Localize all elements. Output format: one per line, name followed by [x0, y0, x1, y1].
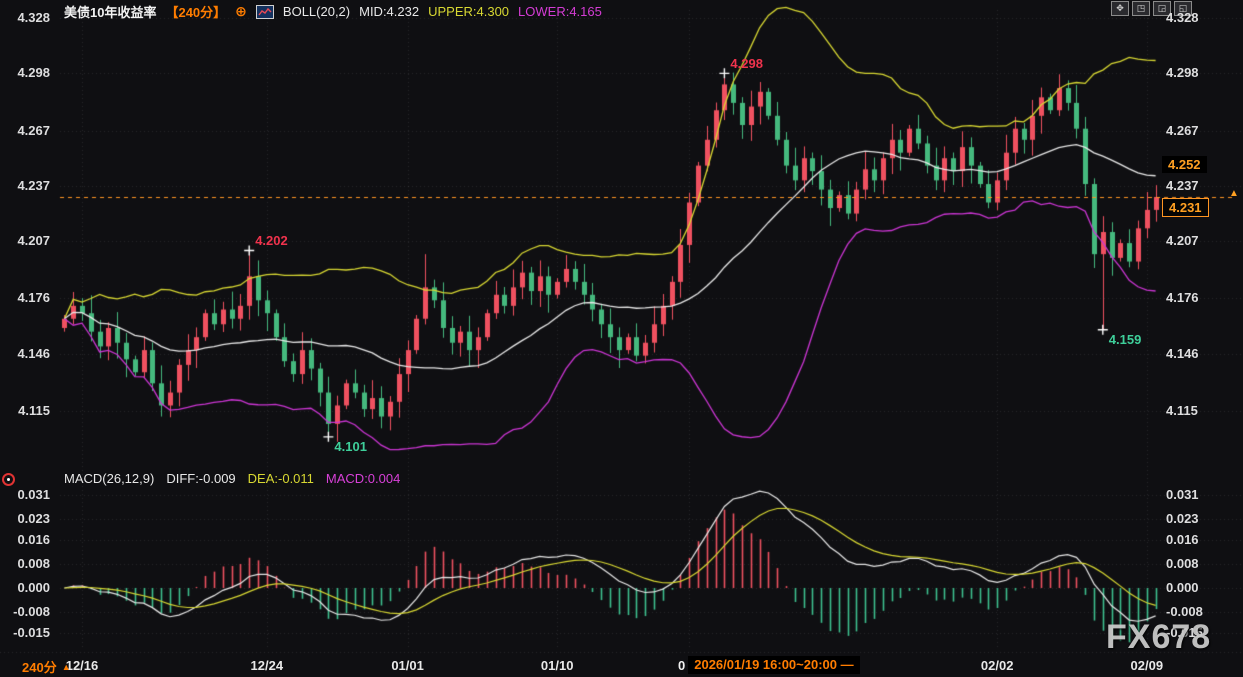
macd-header: MACD(26,12,9) DIFF:-0.009 DEA:-0.011 MAC… — [64, 471, 400, 486]
pan-move-icon[interactable]: ✥ — [1111, 1, 1129, 16]
macd-tick-label-right: 0.000 — [1166, 580, 1199, 596]
macd-tick-label-left: 0.016 — [0, 532, 50, 548]
time-tick-label: 02/02 — [967, 658, 1027, 673]
macd-legend-label: MACD(26,12,9) — [64, 471, 154, 486]
period-tag[interactable]: 【240分】 — [165, 2, 226, 21]
time-tick-label: 01/01 — [378, 658, 438, 673]
price-tick-label-right: 4.115 — [1166, 403, 1198, 419]
macd-tick-label-left: 0.031 — [0, 487, 50, 503]
trading-chart-window: 美债10年收益率 【240分】 ⊕ BOLL(20,2) MID:4.232 U… — [0, 0, 1243, 677]
price-tick-label-left: 4.298 — [0, 65, 50, 81]
instrument-title: 美债10年收益率 — [64, 2, 156, 21]
time-tick-label: 02/09 — [1117, 658, 1177, 673]
timeframe-selector[interactable]: 240分 ▲ — [22, 657, 71, 676]
price-tick-label-right: 4.176 — [1166, 290, 1199, 306]
watermark: FX678 — [1106, 618, 1211, 657]
macd-dea-value: DEA:-0.011 — [248, 471, 314, 486]
price-tick-label-left: 4.176 — [0, 290, 50, 306]
time-tooltip-text: 2026/01/19 16:00~20:00 — — [688, 656, 859, 674]
boll-mid-value: MID:4.232 — [359, 4, 419, 19]
record-dot-icon[interactable] — [2, 473, 15, 486]
time-tooltip: 0 2026/01/19 16:00~20:00 — — [678, 656, 860, 674]
time-tick-label: 12/24 — [237, 658, 297, 673]
timeframe-arrow-icon: ▲ — [62, 662, 71, 672]
chart-canvas[interactable] — [0, 0, 1243, 677]
macd-tick-label-right: 0.008 — [1166, 556, 1199, 572]
macd-tick-label-left: -0.008 — [0, 604, 50, 620]
macd-diff-value: DIFF:-0.009 — [166, 471, 235, 486]
price-tick-label-right: 4.298 — [1166, 65, 1199, 81]
macd-tick-label-left: 0.000 — [0, 580, 50, 596]
key-price-annotation: 4.202 — [255, 233, 288, 248]
timeframe-label[interactable]: 240分 — [22, 657, 57, 676]
price-tick-label-left: 4.207 — [0, 233, 50, 249]
price-tick-label-right: 4.328 — [1166, 10, 1199, 26]
key-price-annotation: 4.298 — [730, 56, 763, 71]
chart-header: 美债10年收益率 【240分】 ⊕ BOLL(20,2) MID:4.232 U… — [64, 2, 602, 21]
key-price-annotation: 4.159 — [1109, 332, 1142, 347]
price-tick-label-left: 4.237 — [0, 178, 50, 194]
current-price-label: 4.231 — [1162, 198, 1209, 217]
price-tick-label-left: 4.267 — [0, 123, 50, 139]
macd-value: MACD:0.004 — [326, 471, 400, 486]
price-tick-label-right: 4.267 — [1166, 123, 1199, 139]
boll-legend-label: BOLL(20,2) — [283, 4, 350, 19]
key-price-annotation: 4.101 — [334, 439, 367, 454]
macd-tick-label-right: 0.031 — [1166, 487, 1199, 503]
chart-thumbnail-icon[interactable] — [256, 5, 274, 19]
pane-layout-icon-1[interactable]: ◳ — [1132, 1, 1150, 16]
boll-lower-value: LOWER:4.165 — [518, 4, 602, 19]
add-compare-icon[interactable]: ⊕ — [235, 3, 247, 20]
time-tooltip-prefix: 0 — [678, 658, 685, 673]
price-marker-label: 4.252 — [1162, 156, 1207, 173]
macd-tick-label-left: 0.008 — [0, 556, 50, 572]
price-tick-label-left: 4.146 — [0, 346, 50, 362]
price-tick-label-right: 4.207 — [1166, 233, 1199, 249]
macd-tick-label-right: 0.023 — [1166, 511, 1199, 527]
price-arrow-icon: ▲ — [1229, 189, 1239, 199]
macd-tick-label-right: 0.016 — [1166, 532, 1199, 548]
price-tick-label-left: 4.115 — [0, 403, 50, 419]
price-tick-label-right: 4.237 — [1166, 178, 1199, 194]
price-tick-label-left: 4.328 — [0, 10, 50, 26]
price-tick-label-right: 4.146 — [1166, 346, 1199, 362]
macd-tick-label-left: -0.015 — [0, 625, 50, 641]
macd-tick-label-left: 0.023 — [0, 511, 50, 527]
time-tick-label: 01/10 — [527, 658, 587, 673]
boll-upper-value: UPPER:4.300 — [428, 4, 509, 19]
